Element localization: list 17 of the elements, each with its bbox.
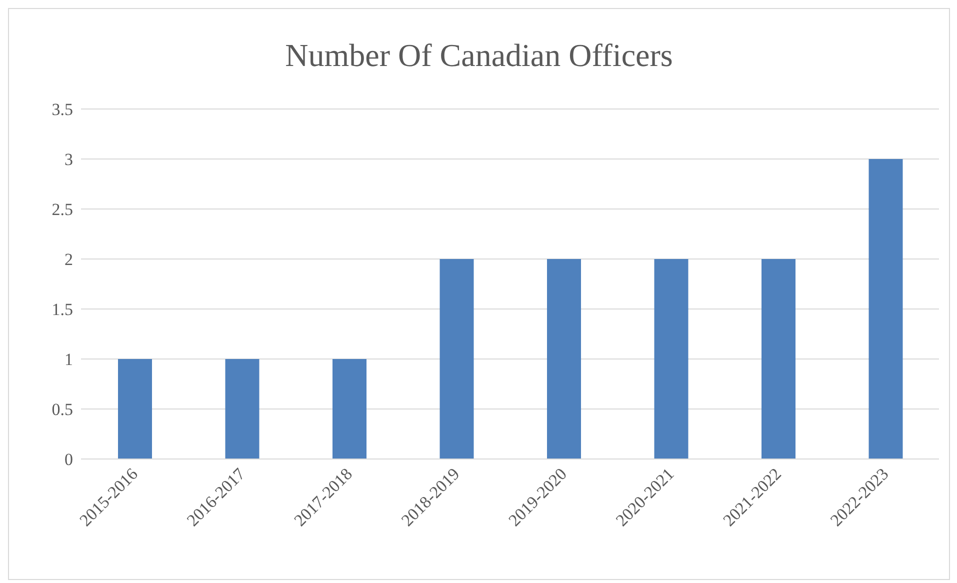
y-tick-label: 0 — [64, 450, 73, 470]
bar — [440, 259, 474, 459]
y-tick-label: 3.5 — [52, 100, 73, 120]
bar — [547, 259, 581, 459]
bar — [225, 359, 260, 459]
bar — [118, 359, 152, 459]
bar — [868, 159, 903, 459]
y-tick-label: 2 — [64, 250, 73, 270]
y-tick-label: 3 — [64, 150, 73, 170]
y-tick-label: 2.5 — [52, 200, 73, 220]
bar — [654, 259, 688, 459]
y-tick-label: 1 — [64, 350, 73, 370]
bar — [332, 359, 366, 459]
y-tick-label: 1.5 — [52, 300, 73, 320]
bar — [762, 259, 796, 459]
y-tick-label: 0.5 — [52, 400, 73, 420]
chart-title: Number Of Canadian Officers — [284, 37, 674, 74]
